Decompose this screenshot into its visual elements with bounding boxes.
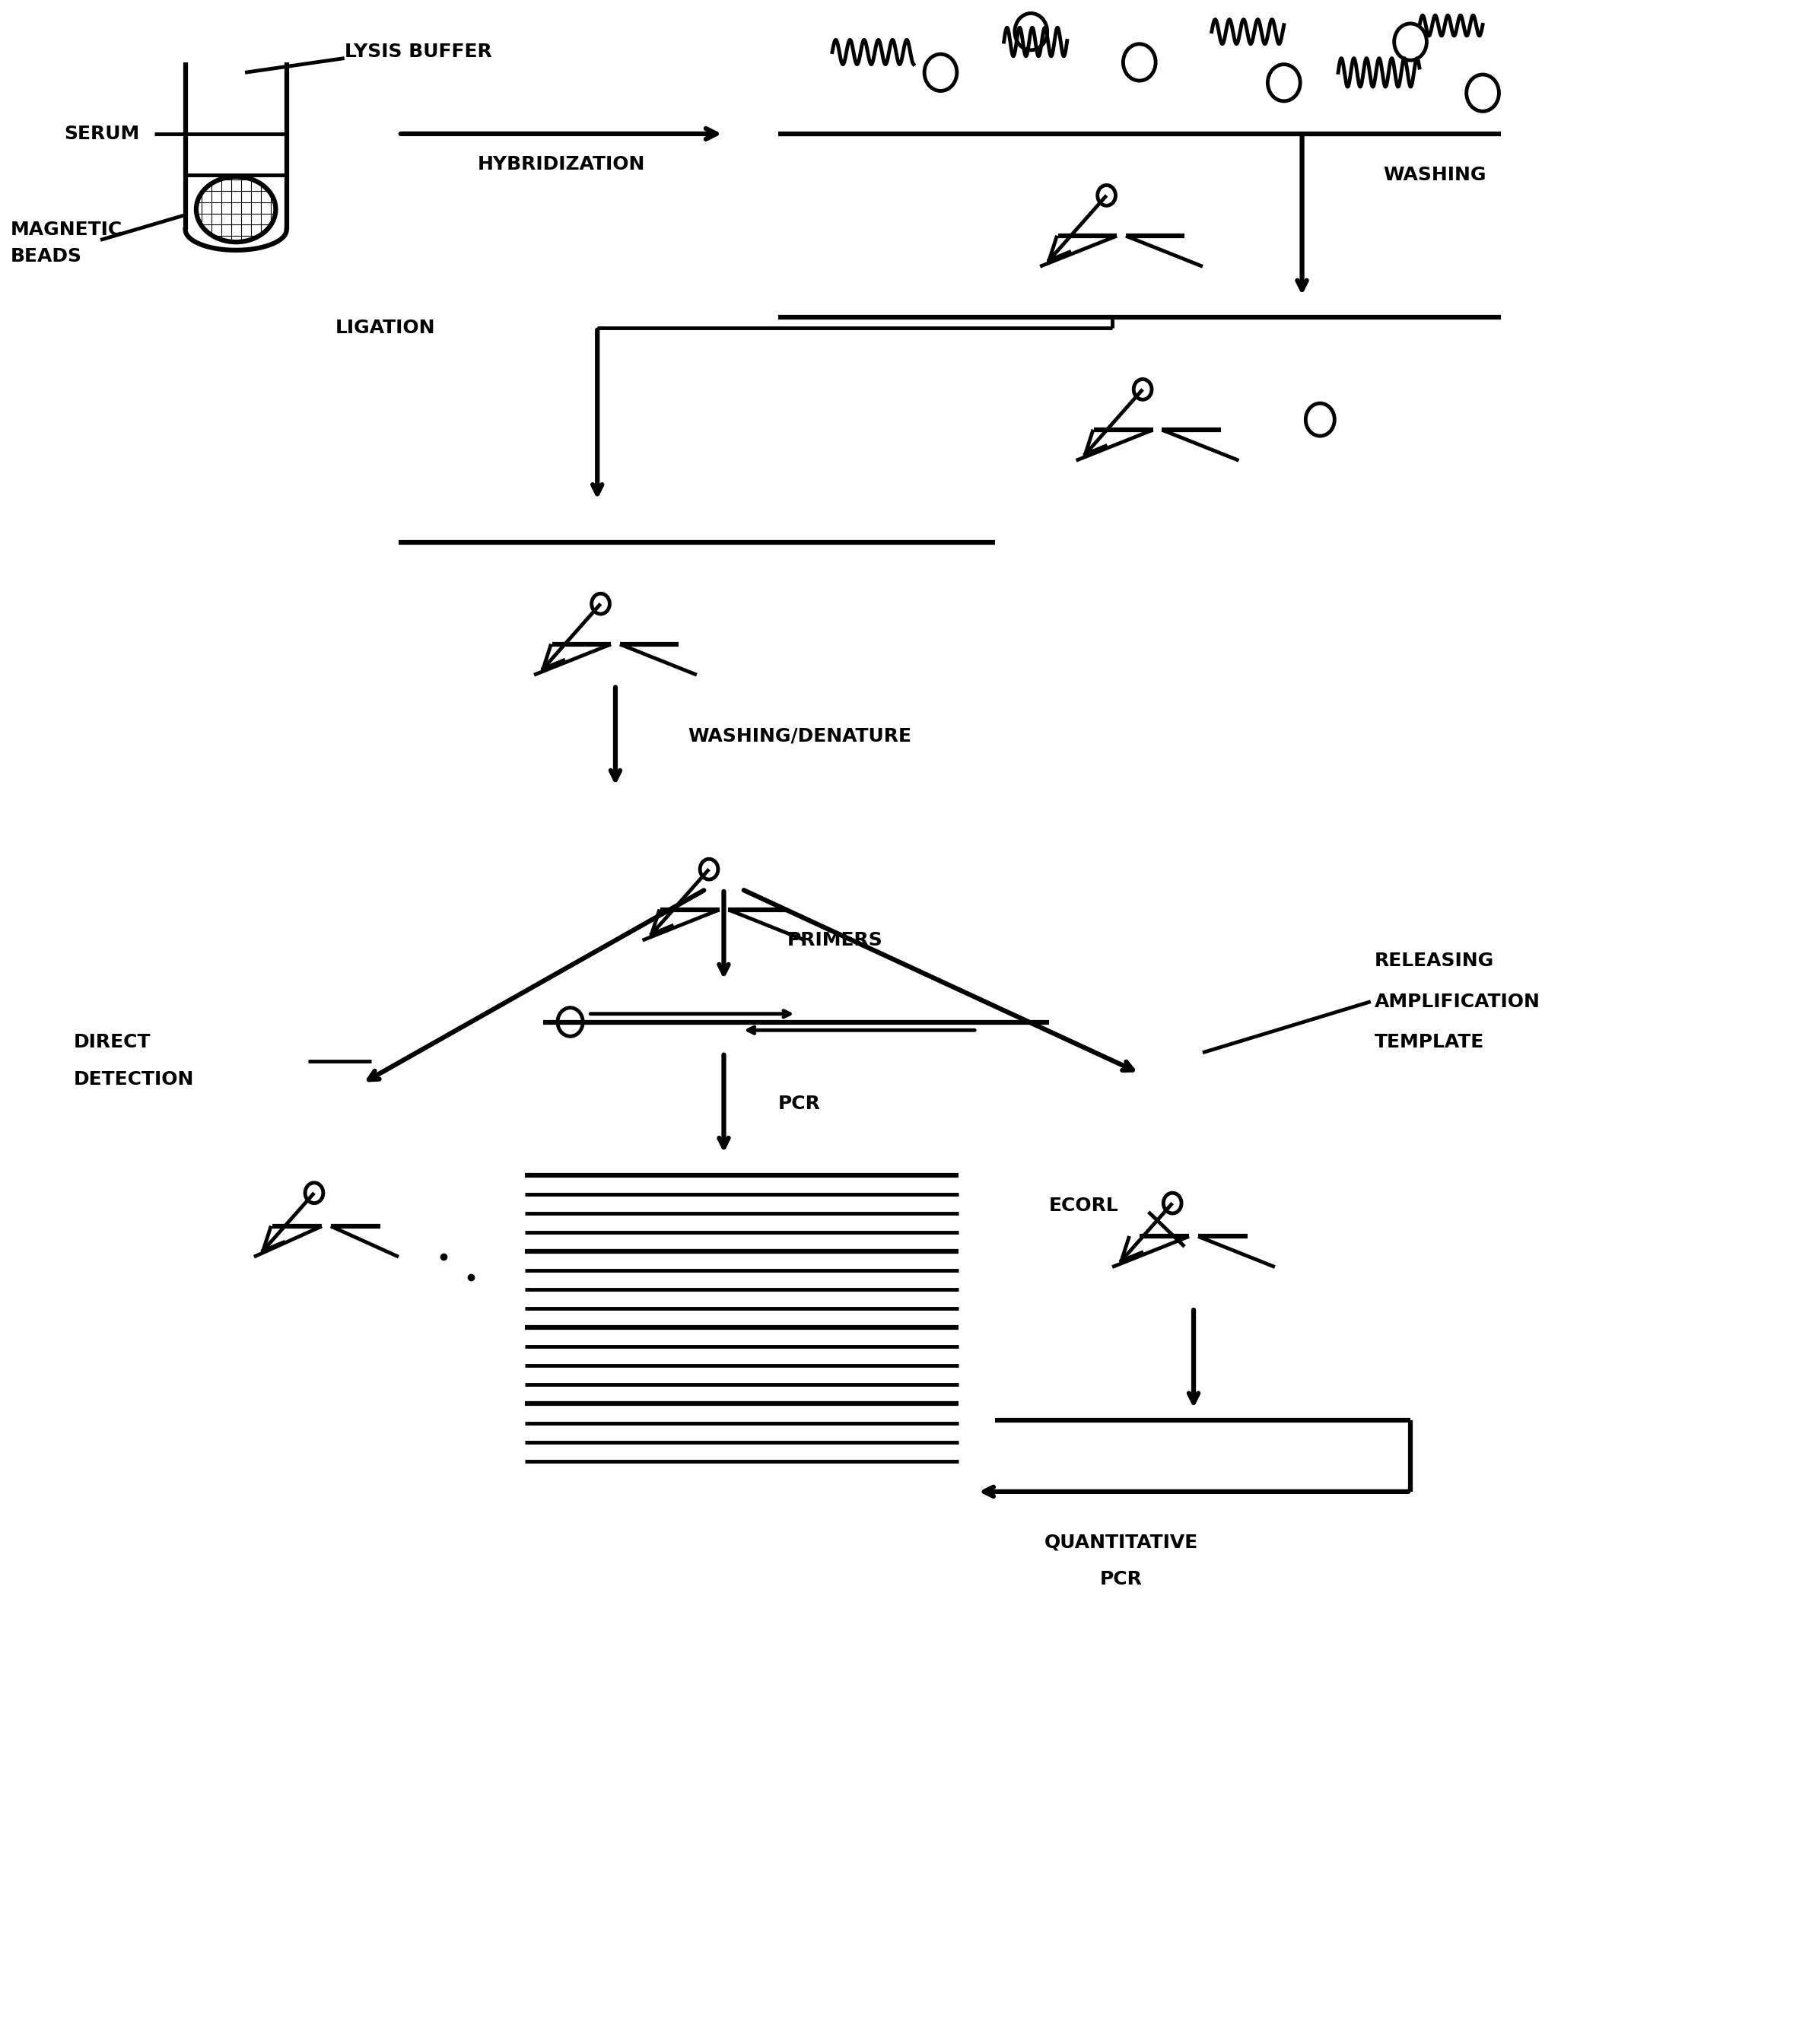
Text: PCR: PCR — [778, 1094, 821, 1112]
Text: MAGNETIC: MAGNETIC — [11, 221, 123, 239]
Text: PRIMERS: PRIMERS — [787, 932, 883, 950]
Text: TEMPLATE: TEMPLATE — [1375, 1034, 1483, 1051]
Text: ECORL: ECORL — [1049, 1196, 1118, 1214]
Text: BEADS: BEADS — [11, 247, 81, 266]
Text: WASHING: WASHING — [1384, 166, 1487, 184]
Text: LIGATION: LIGATION — [335, 319, 436, 337]
Text: QUANTITATIVE: QUANTITATIVE — [1044, 1533, 1198, 1551]
Text: DETECTION: DETECTION — [74, 1071, 194, 1087]
Text: SERUM: SERUM — [65, 125, 139, 143]
Text: LYSIS BUFFER: LYSIS BUFFER — [344, 43, 492, 61]
Text: WASHING/DENATURE: WASHING/DENATURE — [687, 728, 912, 746]
Text: HYBRIDIZATION: HYBRIDIZATION — [478, 155, 646, 174]
Text: AMPLIFICATION: AMPLIFICATION — [1375, 993, 1539, 1010]
Text: RELEASING: RELEASING — [1375, 953, 1494, 969]
Text: DIRECT: DIRECT — [74, 1034, 150, 1051]
Text: PCR: PCR — [1100, 1570, 1143, 1588]
